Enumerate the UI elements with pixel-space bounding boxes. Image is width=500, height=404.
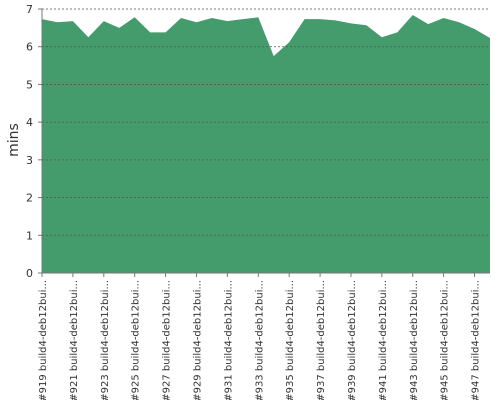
- x-tick-label: #941 build4-deb12bui...: [378, 280, 389, 400]
- y-tick-label: 5: [26, 78, 33, 91]
- y-tick-label: 6: [26, 41, 33, 54]
- x-tick-label: #929 build4-deb12bui...: [192, 280, 203, 400]
- y-tick-label: 1: [26, 229, 33, 242]
- x-tick-label: #947 build4-deb12bui...: [471, 280, 482, 400]
- x-tick-label: #921 build4-deb12bui...: [69, 280, 80, 400]
- x-tick-label: #939 build4-deb12bui...: [347, 280, 358, 400]
- x-tick-label: #937 build4-deb12bui...: [316, 280, 327, 400]
- x-tick-label: #923 build4-deb12bui...: [100, 280, 111, 400]
- x-tick-label: #919 build4-deb12bui...: [38, 280, 49, 400]
- x-tick-label: #943 build4-deb12bui...: [409, 280, 420, 400]
- x-tick-label: #935 build4-deb12bui...: [285, 280, 296, 400]
- y-axis-label: mins: [6, 123, 22, 157]
- y-tick-label: 4: [26, 116, 33, 129]
- area: [42, 15, 490, 274]
- x-tick-label: #927 build4-deb12bui...: [162, 280, 173, 400]
- x-tick-label: #931 build4-deb12bui...: [223, 280, 234, 400]
- y-tick-label: 3: [26, 154, 33, 167]
- y-tick-label: 0: [26, 267, 33, 280]
- x-tick-label: #933 build4-deb12bui...: [254, 280, 265, 400]
- y-tick-label: 2: [26, 192, 33, 205]
- y-tick-label: 7: [26, 3, 33, 16]
- x-tick-label: #925 build4-deb12bui...: [131, 280, 142, 400]
- x-tick-label: #945 build4-deb12bui...: [440, 280, 451, 400]
